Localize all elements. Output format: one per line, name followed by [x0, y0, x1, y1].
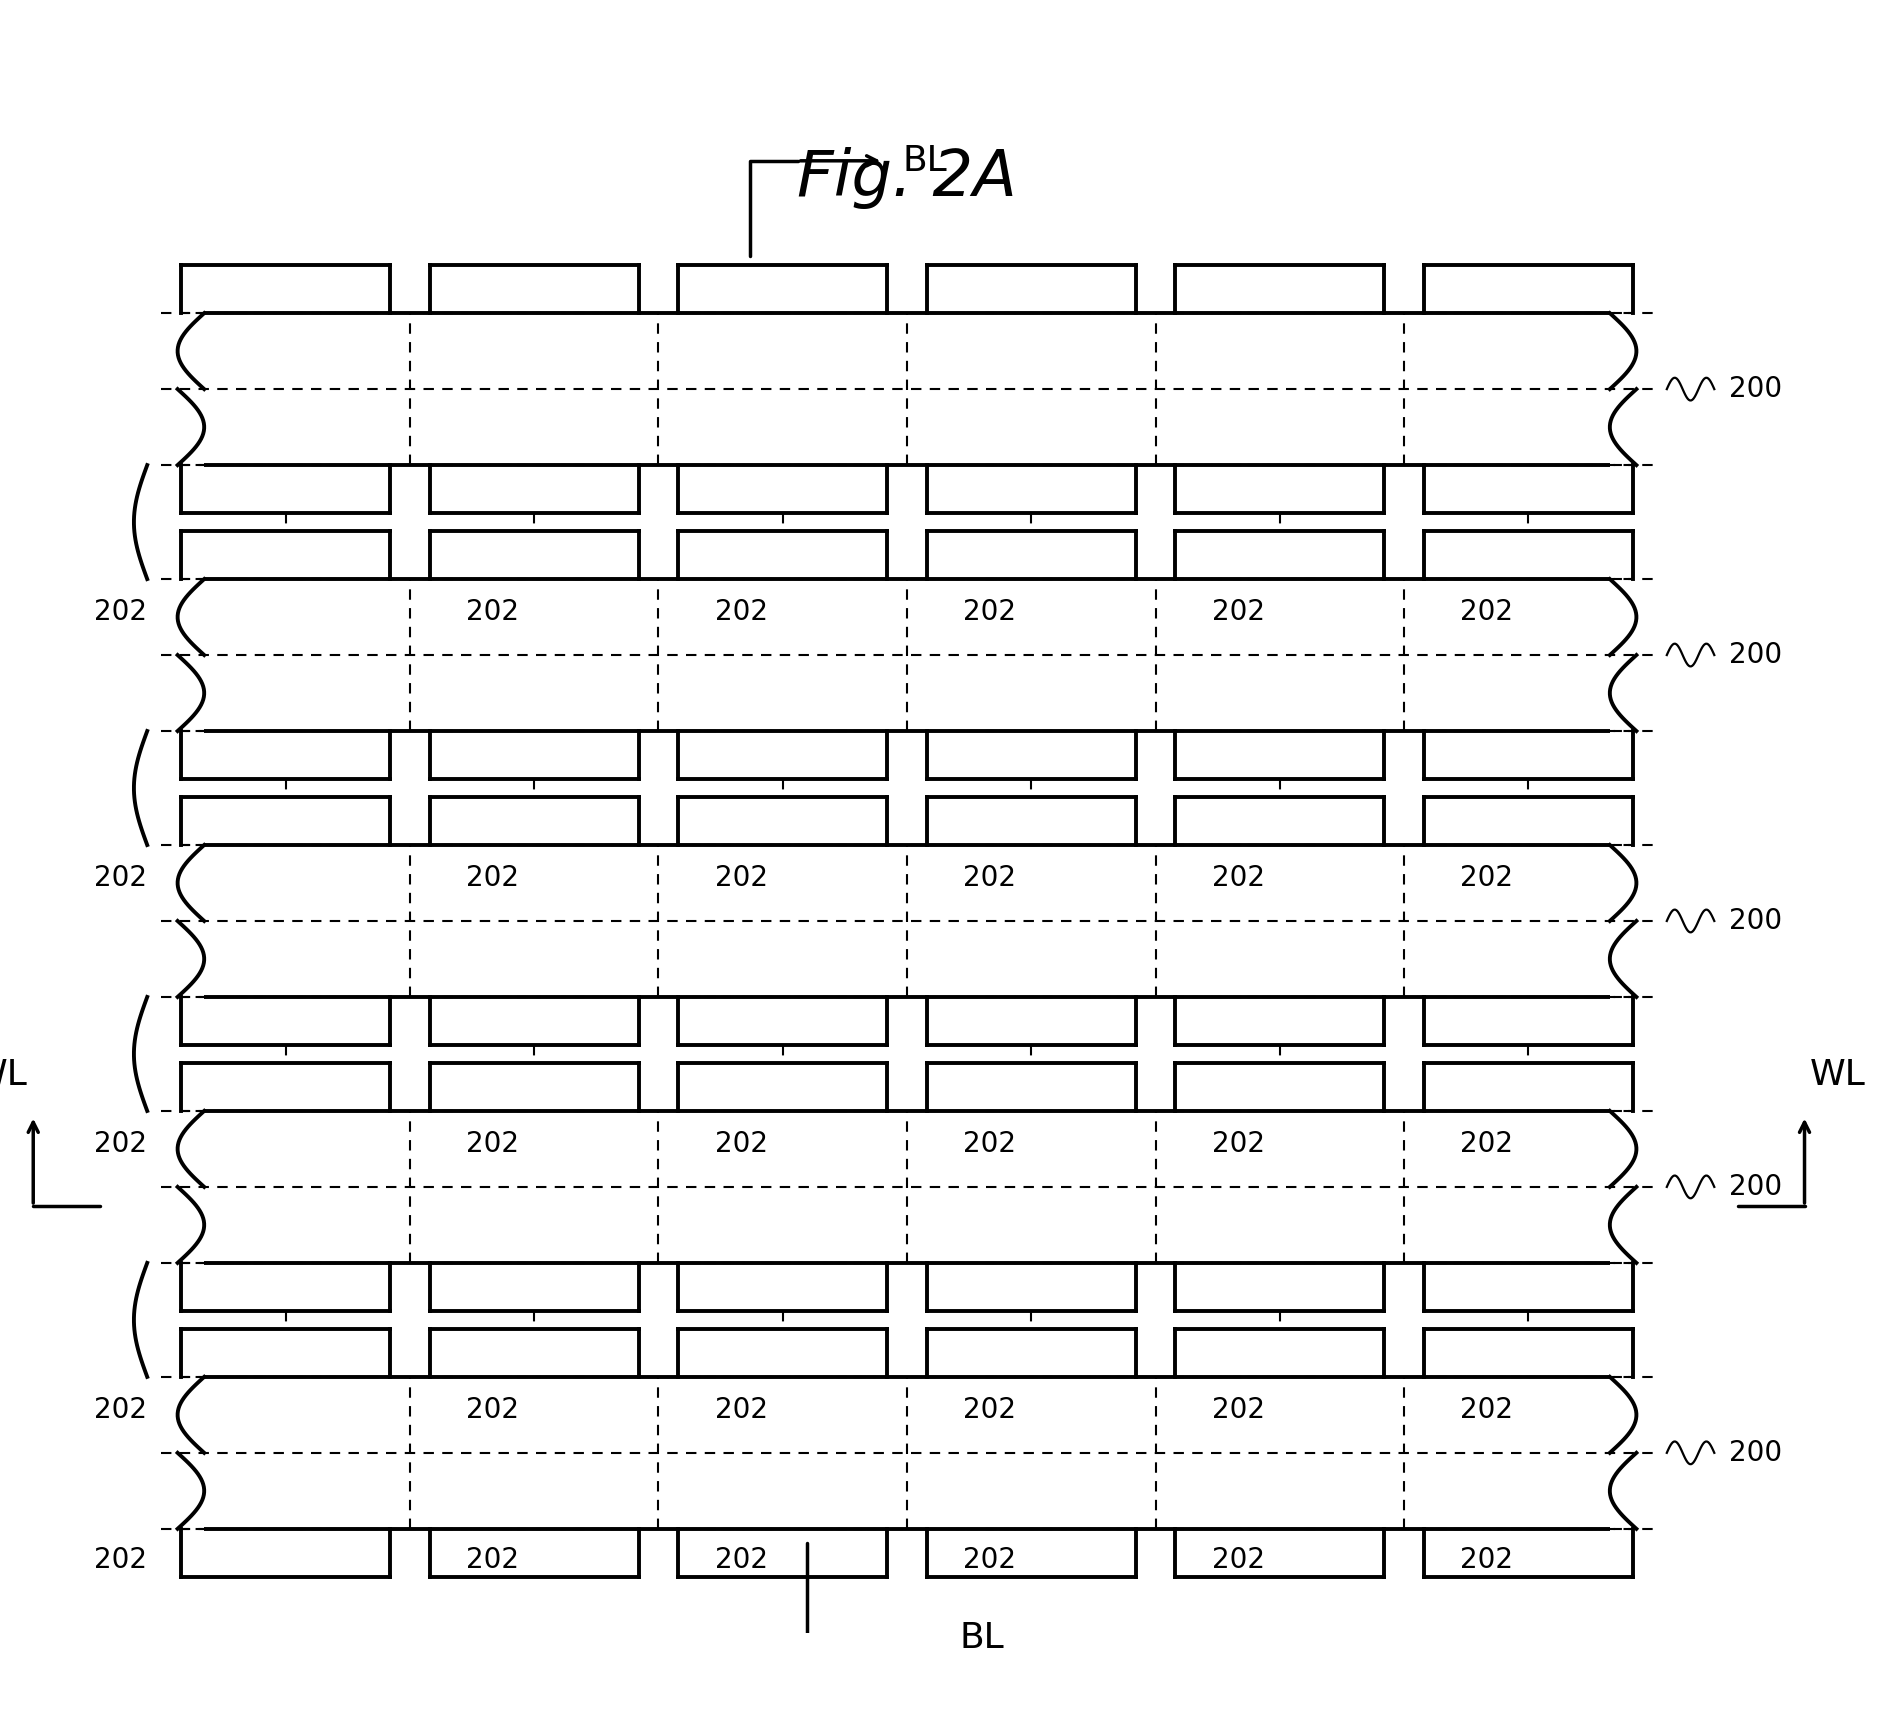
Text: 202: 202 [467, 598, 519, 625]
Text: 202: 202 [1460, 598, 1513, 625]
Text: 200: 200 [1728, 1172, 1781, 1201]
Text: 202: 202 [467, 1547, 519, 1574]
Text: 202: 202 [714, 1396, 767, 1424]
Text: WL: WL [1810, 1058, 1864, 1092]
Text: 202: 202 [94, 865, 147, 892]
Text: 202: 202 [1460, 1396, 1513, 1424]
Text: BL: BL [960, 1622, 1003, 1656]
Text: 202: 202 [94, 1547, 147, 1574]
Text: 202: 202 [1211, 1130, 1264, 1159]
Text: 202: 202 [1211, 865, 1264, 892]
Text: 202: 202 [963, 1547, 1016, 1574]
Text: 202: 202 [963, 1130, 1016, 1159]
Text: 202: 202 [714, 865, 767, 892]
Text: 202: 202 [94, 1396, 147, 1424]
Text: 202: 202 [1211, 598, 1264, 625]
Text: 200: 200 [1728, 907, 1781, 935]
Text: WL: WL [0, 1058, 28, 1092]
Text: 202: 202 [467, 1396, 519, 1424]
Text: 202: 202 [1211, 1396, 1264, 1424]
Text: 202: 202 [1460, 865, 1513, 892]
Text: 202: 202 [963, 598, 1016, 625]
Text: 200: 200 [1728, 1439, 1781, 1466]
Text: 200: 200 [1728, 374, 1781, 403]
Text: 202: 202 [714, 1130, 767, 1159]
Text: Fig. 2A: Fig. 2A [797, 147, 1016, 208]
Text: 202: 202 [963, 865, 1016, 892]
Text: 202: 202 [94, 598, 147, 625]
Text: 202: 202 [1211, 1547, 1264, 1574]
Text: 202: 202 [714, 1547, 767, 1574]
Text: 202: 202 [467, 1130, 519, 1159]
Text: 202: 202 [94, 1130, 147, 1159]
Text: 202: 202 [1460, 1547, 1513, 1574]
Text: BL: BL [901, 144, 946, 178]
Text: 202: 202 [963, 1396, 1016, 1424]
Text: 202: 202 [1460, 1130, 1513, 1159]
Text: 200: 200 [1728, 641, 1781, 668]
Text: 202: 202 [467, 865, 519, 892]
Text: 202: 202 [714, 598, 767, 625]
